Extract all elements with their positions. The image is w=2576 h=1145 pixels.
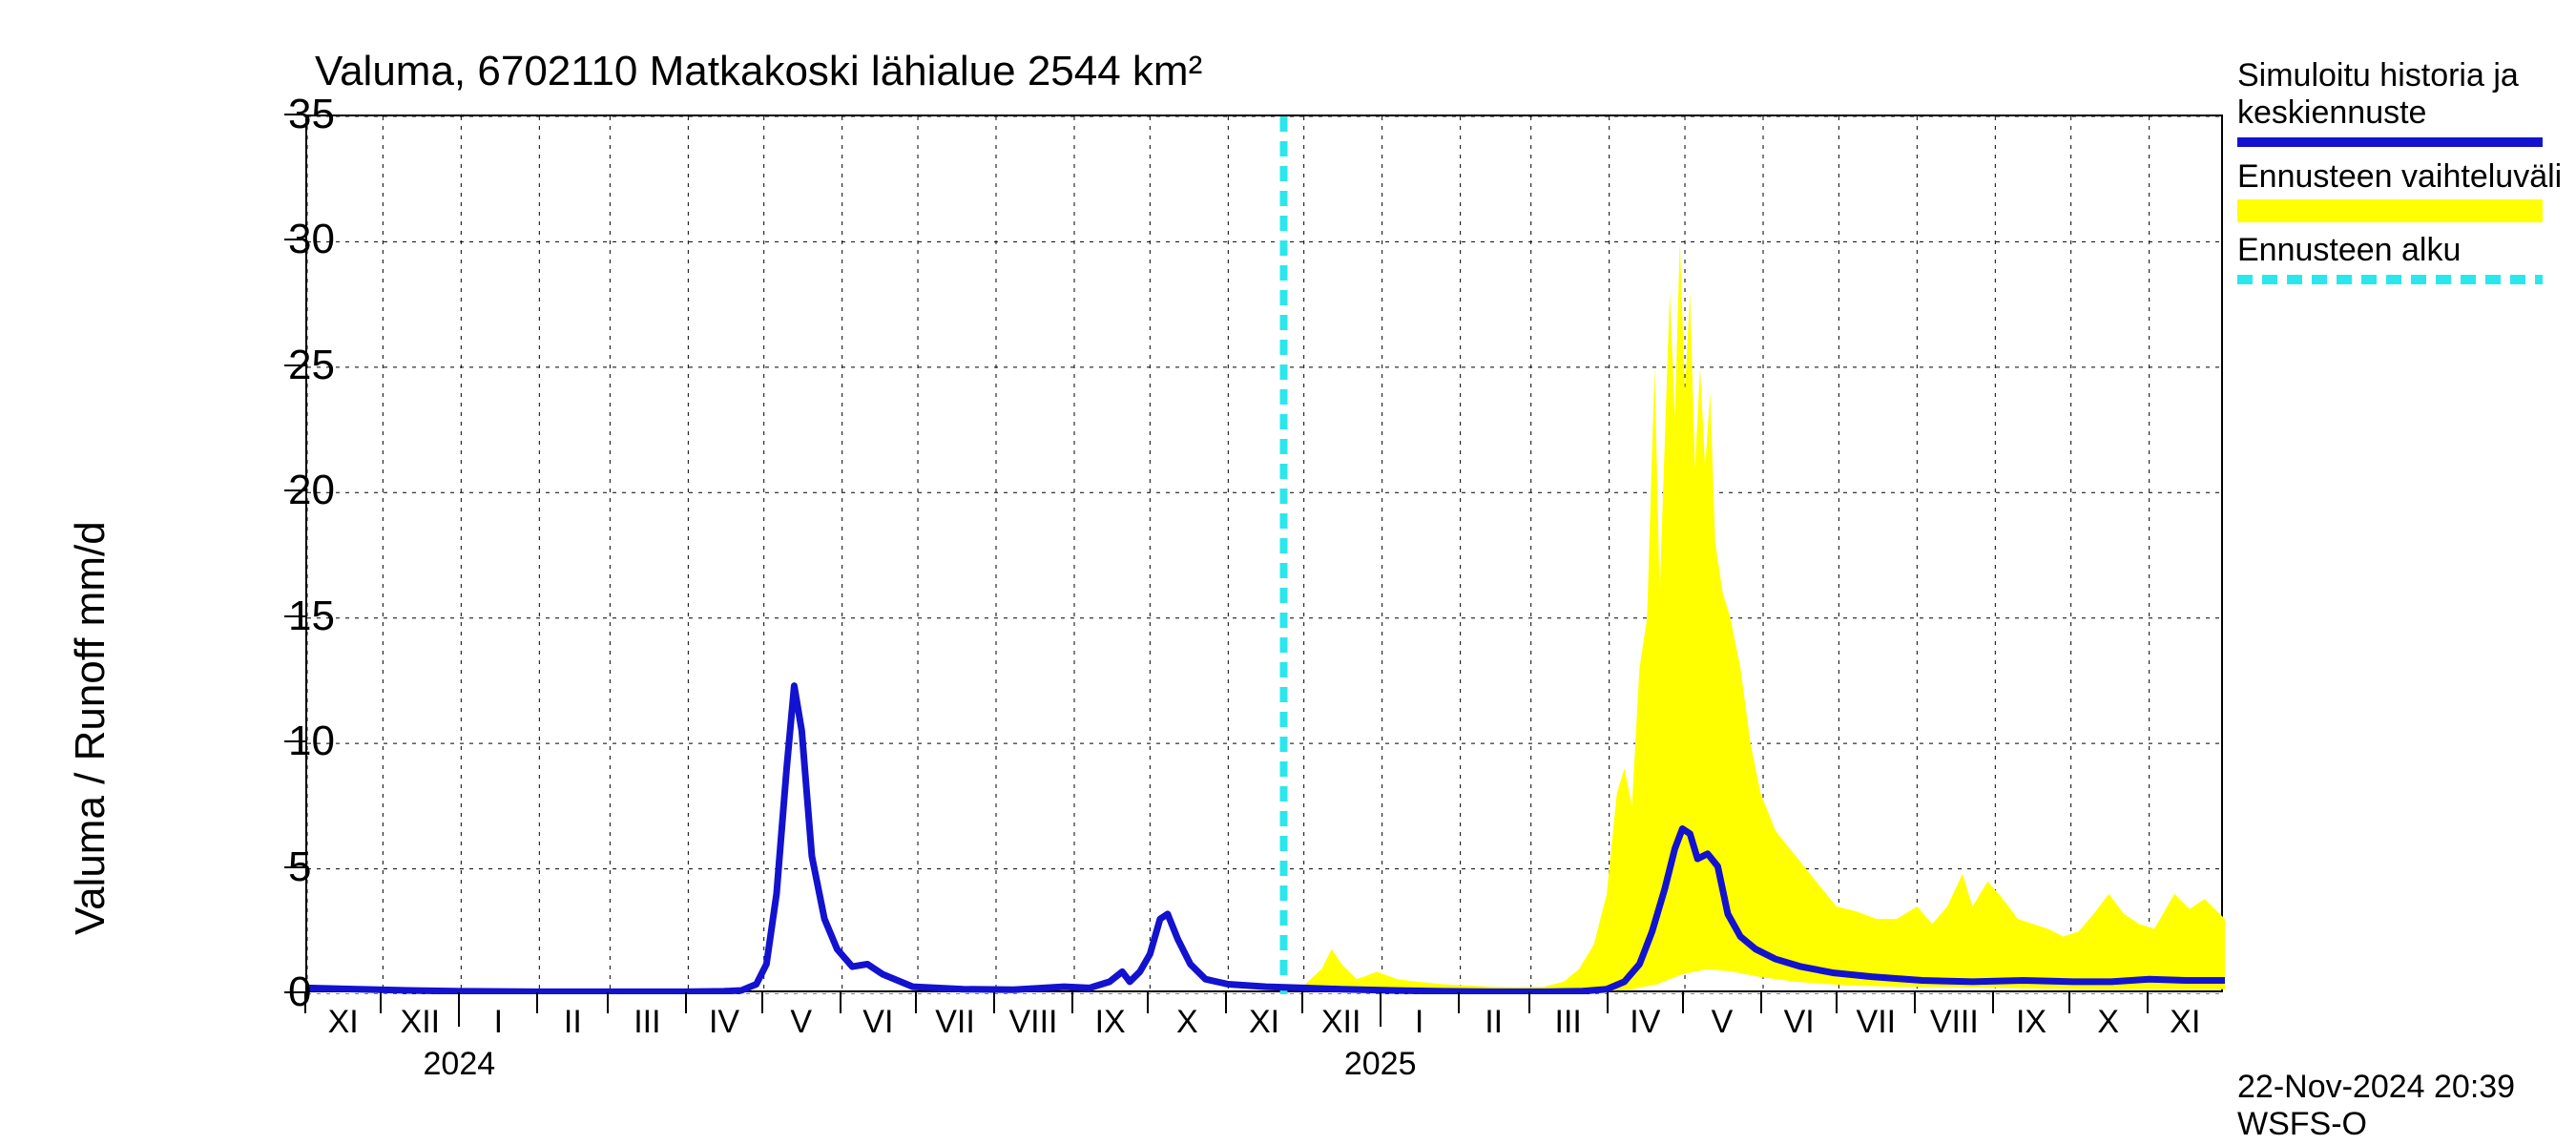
x-tick-label: VIII bbox=[1008, 1004, 1057, 1041]
timestamp-label: 22-Nov-2024 20:39 WSFS-O bbox=[2237, 1069, 2576, 1143]
x-tick bbox=[1147, 992, 1149, 1013]
x-tick bbox=[1607, 992, 1609, 1013]
legend: Simuloitu historia ja keskiennuste Ennust… bbox=[2237, 57, 2562, 296]
x-tick bbox=[840, 992, 841, 1013]
x-tick-label: X bbox=[2097, 1004, 2119, 1041]
x-tick-label: VI bbox=[1784, 1004, 1815, 1041]
legend-item: Simuloitu historia ja keskiennuste bbox=[2237, 57, 2562, 149]
y-tick bbox=[284, 866, 305, 868]
x-tick bbox=[1458, 992, 1460, 1013]
legend-swatch bbox=[2237, 273, 2543, 286]
x-tick-label: I bbox=[494, 1004, 503, 1041]
x-tick bbox=[458, 992, 460, 1027]
legend-item: Ennusteen vaihteluväli bbox=[2237, 158, 2562, 222]
x-tick bbox=[2068, 992, 2070, 1013]
x-tick-label: XII bbox=[1321, 1004, 1361, 1041]
legend-label: Simuloitu historia ja keskiennuste bbox=[2237, 57, 2562, 132]
x-tick bbox=[1914, 992, 1916, 1013]
x-tick bbox=[1380, 992, 1381, 1027]
plot-area bbox=[305, 114, 2223, 992]
x-tick bbox=[380, 992, 382, 1013]
x-tick-label: IV bbox=[1630, 1004, 1660, 1041]
x-tick-label: IX bbox=[1095, 1004, 1126, 1041]
x-tick bbox=[536, 992, 538, 1013]
x-tick-label: VI bbox=[862, 1004, 893, 1041]
y-tick bbox=[284, 740, 305, 742]
y-tick bbox=[284, 114, 305, 115]
y-tick bbox=[284, 489, 305, 491]
y-tick bbox=[284, 991, 305, 993]
x-tick bbox=[304, 992, 306, 1013]
x-tick bbox=[1682, 992, 1684, 1013]
x-tick-label: XI bbox=[1249, 1004, 1279, 1041]
x-tick bbox=[1071, 992, 1073, 1013]
x-tick bbox=[1760, 992, 1762, 1013]
x-tick-label: V bbox=[1712, 1004, 1734, 1041]
plot-svg bbox=[307, 116, 2225, 994]
year-label: 2025 bbox=[1344, 1046, 1417, 1083]
x-tick-label: XII bbox=[401, 1004, 441, 1041]
x-tick bbox=[1301, 992, 1303, 1013]
x-tick bbox=[607, 992, 609, 1013]
chart-container: Valuma, 6702110 Matkakoski lähialue 2544… bbox=[0, 0, 2576, 1145]
x-tick-label: IX bbox=[2016, 1004, 2046, 1041]
x-tick bbox=[1992, 992, 1994, 1013]
x-tick-label: I bbox=[1415, 1004, 1423, 1041]
x-tick-label: V bbox=[790, 1004, 812, 1041]
x-tick bbox=[2147, 992, 2149, 1013]
legend-swatch bbox=[2237, 135, 2543, 149]
x-tick-label: III bbox=[1555, 1004, 1582, 1041]
x-tick bbox=[685, 992, 687, 1013]
legend-label: Ennusteen alku bbox=[2237, 232, 2562, 269]
x-tick bbox=[1225, 992, 1227, 1013]
x-tick-label: XI bbox=[328, 1004, 359, 1041]
x-tick bbox=[915, 992, 917, 1013]
x-tick-label: III bbox=[634, 1004, 660, 1041]
legend-swatch bbox=[2237, 199, 2543, 222]
x-tick-label: VIII bbox=[1930, 1004, 1979, 1041]
x-tick bbox=[761, 992, 763, 1013]
x-tick-label: IV bbox=[709, 1004, 739, 1041]
x-tick bbox=[1528, 992, 1530, 1013]
x-tick bbox=[1836, 992, 1838, 1013]
x-tick-label: II bbox=[1485, 1004, 1503, 1041]
x-tick-label: II bbox=[564, 1004, 582, 1041]
y-tick bbox=[284, 364, 305, 366]
legend-label: Ennusteen vaihteluväli bbox=[2237, 158, 2562, 196]
x-tick-label: VII bbox=[935, 1004, 975, 1041]
y-tick bbox=[284, 615, 305, 617]
x-tick-label: VII bbox=[1857, 1004, 1897, 1041]
x-tick bbox=[993, 992, 995, 1013]
chart-title: Valuma, 6702110 Matkakoski lähialue 2544… bbox=[315, 48, 1202, 95]
year-label: 2024 bbox=[424, 1046, 496, 1083]
legend-item: Ennusteen alku bbox=[2237, 232, 2562, 286]
x-tick-label: XI bbox=[2170, 1004, 2200, 1041]
x-tick-label: X bbox=[1176, 1004, 1198, 1041]
y-tick bbox=[284, 239, 305, 240]
y-axis-label: Valuma / Runoff mm/d bbox=[67, 521, 114, 935]
